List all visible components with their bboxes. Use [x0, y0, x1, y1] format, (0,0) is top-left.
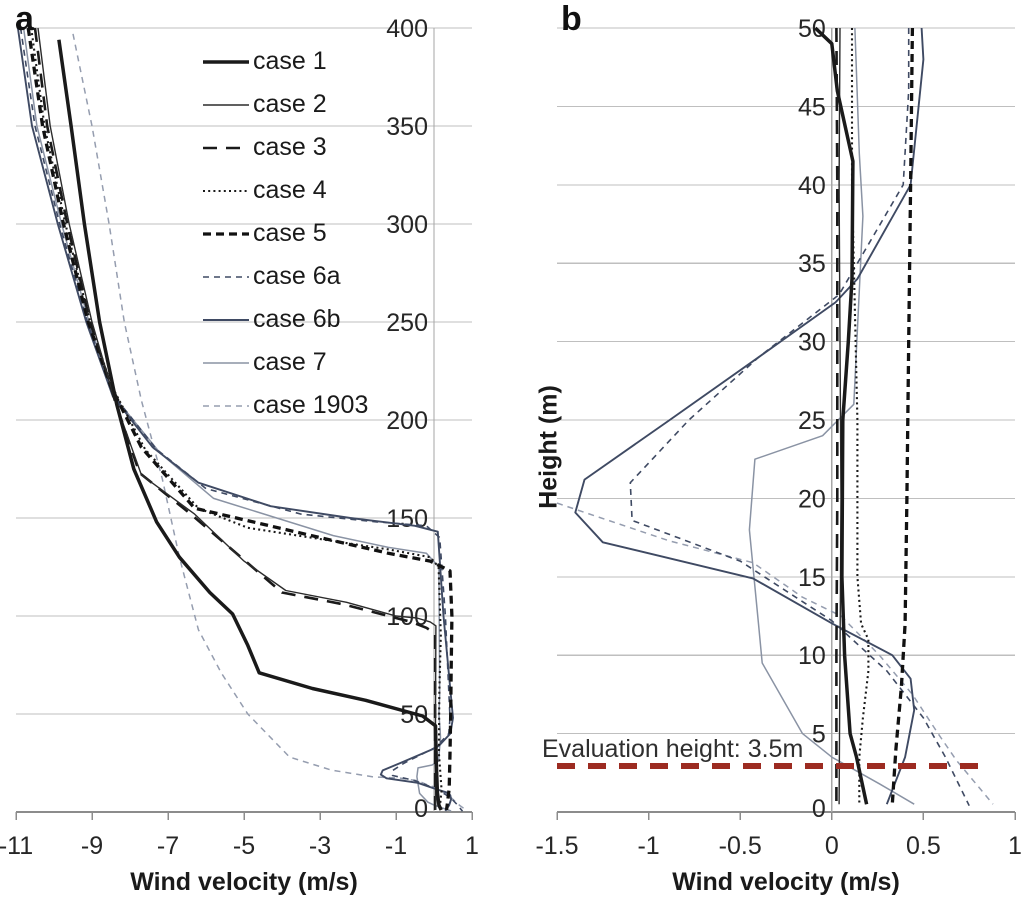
y-tick-label: 400 — [386, 15, 428, 43]
y-tick-label: 45 — [798, 93, 826, 121]
legend-label-case6b: case 6b — [253, 305, 341, 333]
legend-label-case6a: case 6a — [253, 262, 341, 290]
legend-line-case1903-icon — [203, 404, 249, 407]
legend-label-case4: case 4 — [253, 176, 327, 204]
series-case3-panel-b — [835, 27, 839, 805]
x-tick-label: 0.5 — [906, 832, 941, 860]
series-case3-panel-a — [33, 27, 437, 810]
legend-line-case1-icon — [203, 59, 249, 64]
legend-item-case6a: case 6a — [202, 255, 368, 298]
evaluation-height-annotation: Evaluation height: 3.5m — [542, 735, 804, 763]
x-tick-label: 1 — [465, 832, 479, 860]
series-case5-panel-b — [890, 27, 915, 805]
series-case4-panel-a — [30, 27, 443, 811]
y-tick-label: 10 — [798, 642, 826, 670]
legend-item-case3: case 3 — [202, 126, 368, 169]
y-tick-label: 25 — [798, 407, 826, 435]
panel-b-y-axis-title: Height (m) — [534, 385, 563, 509]
legend-line-case6b-icon — [203, 318, 249, 321]
series-case6b-panel-b — [574, 27, 925, 805]
legend-label-case1: case 1 — [253, 47, 327, 75]
legend-line-case2-icon — [203, 103, 249, 106]
legend-line-case7-icon — [203, 361, 249, 364]
y-tick-label: 40 — [798, 172, 826, 200]
y-tick-label: 30 — [798, 329, 826, 357]
y-tick-label: 200 — [386, 407, 428, 435]
series-case2-panel-a — [37, 27, 437, 810]
legend-line-case3-icon — [203, 146, 249, 149]
x-tick-label: -11 — [0, 832, 33, 860]
y-tick-label: 15 — [798, 564, 826, 592]
panel-a-x-axis-title: Wind velocity (m/s) — [130, 868, 358, 896]
y-tick-label: 5 — [812, 721, 826, 749]
legend-label-case7: case 7 — [253, 348, 327, 376]
legend-label-case1903: case 1903 — [253, 391, 369, 419]
legend-line-case4-icon — [203, 189, 249, 192]
legend-item-case4: case 4 — [202, 169, 368, 212]
series-case6a-panel-b — [629, 28, 970, 807]
y-tick-label: 0 — [414, 795, 428, 823]
x-tick-label: -1 — [385, 832, 407, 860]
y-tick-label: 20 — [798, 485, 826, 513]
legend-label-case2: case 2 — [253, 90, 327, 118]
series-case1903-panel-a — [72, 33, 468, 812]
x-tick-label: -1 — [637, 832, 659, 860]
y-tick-label: 35 — [798, 250, 826, 278]
x-tick-label: -3 — [309, 832, 331, 860]
series-case4-panel-b — [850, 28, 870, 805]
y-tick-label: 250 — [386, 309, 428, 337]
x-tick-label: 0 — [825, 832, 839, 860]
legend-item-case5: case 5 — [202, 212, 368, 255]
panel-a-letter: a — [15, 0, 34, 38]
legend-line-case5-icon — [203, 231, 249, 236]
x-tick-label: -7 — [157, 832, 179, 860]
series-case1903-panel-b — [556, 502, 994, 805]
series-case7-panel-b — [748, 27, 915, 805]
x-tick-label: -1.5 — [535, 832, 578, 860]
series-case2-panel-b — [838, 27, 842, 805]
legend-item-case7: case 7 — [202, 341, 368, 384]
y-tick-label: 50 — [798, 15, 826, 43]
x-tick-label: 1 — [1008, 832, 1022, 860]
x-tick-label: -9 — [81, 832, 103, 860]
legend-item-case1: case 1 — [202, 40, 368, 83]
legend-label-case3: case 3 — [253, 133, 327, 161]
x-tick-label: -5 — [233, 832, 255, 860]
panel-b-x-axis-title: Wind velocity (m/s) — [672, 868, 900, 896]
legend-line-case6a-icon — [203, 275, 249, 278]
x-tick-label: -0.5 — [719, 832, 762, 860]
y-tick-label: 150 — [386, 505, 428, 533]
legend: case 1 case 2 case 3 case 4 case 5 case 6a cas… — [202, 40, 368, 427]
series-case1-panel-a — [57, 39, 443, 811]
legend-item-case6b: case 6b — [202, 298, 368, 341]
series-case1-panel-b — [814, 26, 869, 805]
panel-b-letter: b — [561, 0, 582, 38]
series-case5-panel-a — [26, 27, 454, 811]
y-tick-label: 300 — [386, 211, 428, 239]
legend-item-case2: case 2 — [202, 83, 368, 126]
y-tick-label: 0 — [812, 795, 826, 823]
legend-label-case5: case 5 — [253, 219, 327, 247]
y-tick-label: 350 — [386, 113, 428, 141]
legend-item-case1903: case 1903 — [202, 384, 368, 427]
